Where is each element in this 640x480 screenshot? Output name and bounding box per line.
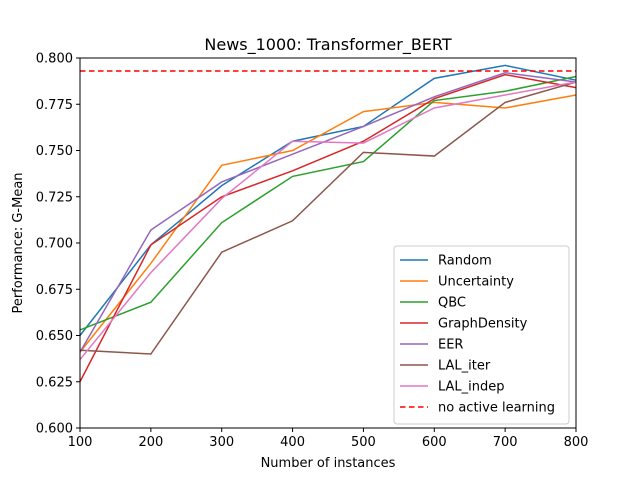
legend-label: LAL_indep bbox=[438, 380, 505, 395]
legend-label: LAL_iter bbox=[438, 359, 491, 374]
chart-title: News_1000: Transformer_BERT bbox=[204, 35, 451, 55]
x-tick-label: 800 bbox=[564, 435, 589, 450]
series-line-uncertainty bbox=[79, 94, 577, 353]
y-tick-label: 0.725 bbox=[36, 190, 73, 205]
y-tick-label: 0.675 bbox=[36, 283, 73, 298]
series-line-random bbox=[79, 64, 577, 336]
y-tick-label: 0.800 bbox=[36, 52, 73, 67]
y-tick-label: 0.600 bbox=[36, 422, 73, 437]
x-tick-label: 700 bbox=[493, 435, 518, 450]
legend-label: no active learning bbox=[438, 401, 555, 416]
legend-label: GraphDensity bbox=[438, 317, 528, 332]
y-tick-label: 0.700 bbox=[36, 237, 73, 252]
x-tick-label: 300 bbox=[209, 435, 234, 450]
legend-label: QBC bbox=[438, 296, 466, 311]
series-line-eer bbox=[79, 72, 577, 353]
x-tick-label: 400 bbox=[280, 435, 305, 450]
y-tick-label: 0.775 bbox=[36, 98, 73, 113]
x-axis-label: Number of instances bbox=[261, 456, 396, 471]
y-tick-label: 0.625 bbox=[36, 375, 73, 390]
y-tick-label: 0.750 bbox=[36, 144, 73, 159]
series-line-lal-indep bbox=[79, 81, 577, 361]
x-tick-label: 200 bbox=[138, 435, 163, 450]
x-tick-label: 500 bbox=[351, 435, 376, 450]
legend-label: EER bbox=[438, 338, 463, 353]
x-tick-label: 600 bbox=[422, 435, 447, 450]
series-line-qbc bbox=[79, 75, 577, 331]
legend-label: Uncertainty bbox=[438, 275, 514, 290]
y-axis-label: Performance: G-Mean bbox=[11, 172, 26, 313]
x-tick-label: 100 bbox=[68, 435, 93, 450]
series-line-lal-iter bbox=[79, 81, 577, 355]
legend-box bbox=[393, 245, 570, 425]
legend-label: Random bbox=[438, 254, 492, 269]
y-tick-label: 0.650 bbox=[36, 329, 73, 344]
series-line-graphdensity bbox=[79, 73, 577, 383]
legend: Random Uncertainty QBC GraphDensity EER LAL_i… bbox=[393, 245, 570, 425]
